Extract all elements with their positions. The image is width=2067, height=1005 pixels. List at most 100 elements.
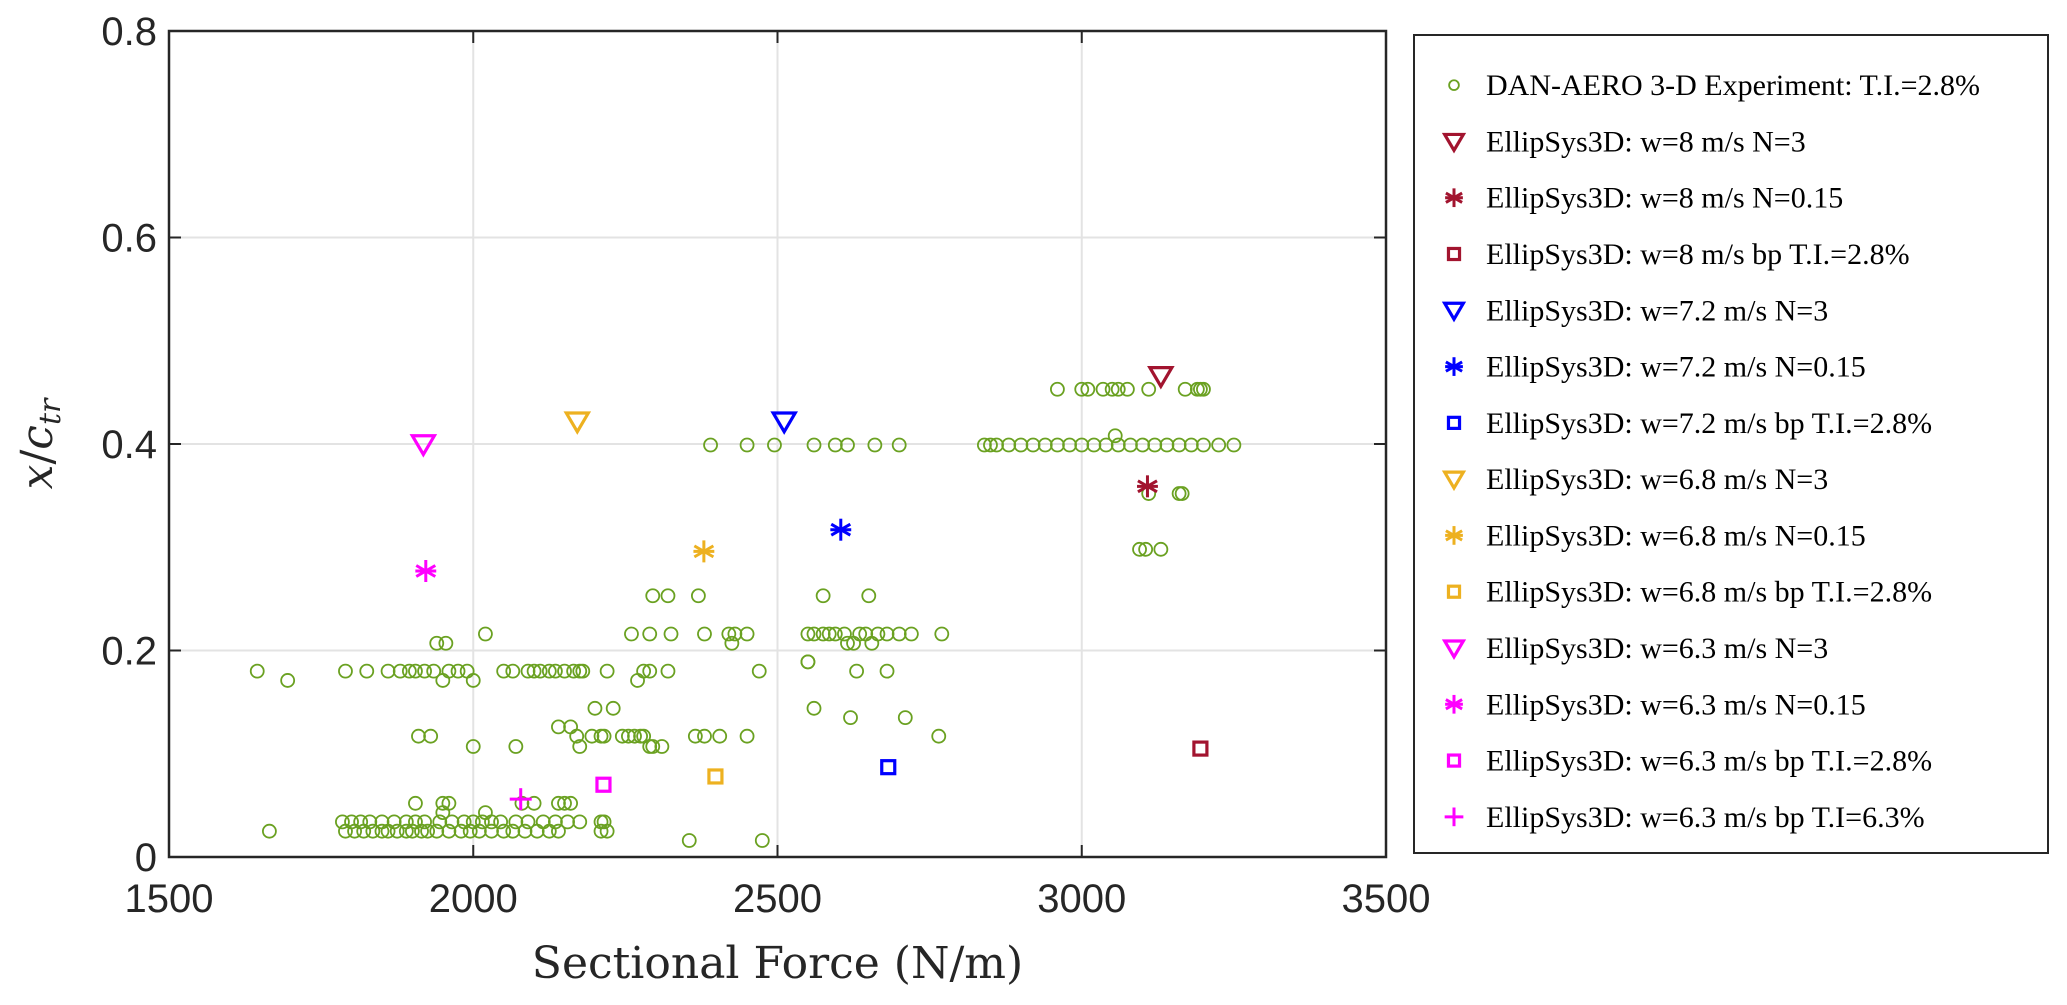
data-point-triangle-down xyxy=(770,411,798,435)
data-point-circle xyxy=(1095,381,1111,397)
series-13 xyxy=(509,788,532,811)
data-point-circle xyxy=(1153,541,1169,557)
data-point-circle xyxy=(599,663,615,679)
data-point-circle xyxy=(1074,381,1090,397)
data-point-circle xyxy=(800,626,816,642)
grid xyxy=(169,31,1386,857)
data-point-square xyxy=(707,768,724,785)
legend-marker-square xyxy=(1446,246,1462,262)
legend-item: EllipSys3D: w=6.3 m/s N=0.15 xyxy=(1445,688,1866,721)
data-point-circle xyxy=(687,728,703,744)
data-point-circle xyxy=(484,823,499,839)
legend-label: EllipSys3D: w=6.8 m/s N=0.15 xyxy=(1486,519,1866,552)
data-point-circle xyxy=(1119,381,1135,397)
data-point-circle xyxy=(983,437,998,453)
legend-marker-asterisk xyxy=(1445,188,1463,208)
data-point-circle xyxy=(389,823,405,839)
data-point-circle xyxy=(903,626,919,642)
data-point-circle xyxy=(1132,541,1147,557)
data-point-circle xyxy=(642,663,658,679)
data-point-circle xyxy=(478,626,493,642)
data-point-circle xyxy=(697,728,712,744)
data-point-circle xyxy=(435,673,451,688)
legend-marker-square xyxy=(1446,753,1462,768)
data-point-circle xyxy=(429,635,445,651)
data-point-plus xyxy=(509,788,532,811)
data-point-circle xyxy=(660,588,676,604)
x-tick-label: 2500 xyxy=(733,877,822,921)
legend-label: EllipSys3D: w=6.3 m/s bp T.I=6.3% xyxy=(1486,801,1925,834)
legend-label: EllipSys3D: w=8 m/s N=3 xyxy=(1486,125,1806,158)
data-point-circle xyxy=(262,823,277,839)
data-point-circle xyxy=(1171,486,1187,501)
data-point-circle xyxy=(572,739,588,754)
data-point-circle xyxy=(1196,381,1211,397)
legend-item: EllipSys3D: w=6.8 m/s bp T.I.=2.8% xyxy=(1446,576,1932,609)
data-point-circle xyxy=(526,795,542,811)
data-point-circle xyxy=(660,663,676,679)
data-point-circle xyxy=(849,663,865,679)
series-3 xyxy=(1192,740,1209,757)
data-point-circle xyxy=(843,710,858,726)
data-point-circle xyxy=(408,663,423,679)
legend-label: EllipSys3D: w=7.2 m/s bp T.I.=2.8% xyxy=(1486,407,1932,440)
data-point-circle xyxy=(624,626,639,642)
data-point-circle xyxy=(438,635,454,651)
series-12 xyxy=(595,776,612,793)
legend-item: EllipSys3D: w=7.2 m/s N=3 xyxy=(1441,294,1828,327)
legend-label: EllipSys3D: w=7.2 m/s N=0.15 xyxy=(1486,351,1866,384)
legend-item: EllipSys3D: w=8 m/s bp T.I.=2.8% xyxy=(1446,238,1910,271)
data-point-circle xyxy=(1062,437,1077,453)
data-point-asterisk xyxy=(1137,475,1158,498)
series-8 xyxy=(693,540,715,563)
data-point-circle xyxy=(575,663,591,679)
data-point-circle xyxy=(414,823,429,839)
data-point-circle xyxy=(1211,437,1227,453)
series-0 xyxy=(249,381,1242,848)
series-6 xyxy=(880,759,897,776)
data-point-circle xyxy=(356,823,372,839)
data-point-circle xyxy=(800,654,816,670)
x-tick-label: 3500 xyxy=(1342,877,1431,921)
data-point-circle xyxy=(398,823,414,839)
data-point-circle xyxy=(392,663,408,679)
data-point-circle xyxy=(1080,381,1096,397)
data-point-circle xyxy=(572,814,588,830)
data-point-circle xyxy=(630,673,645,688)
data-point-circle xyxy=(879,626,895,642)
data-point-circle xyxy=(837,626,852,642)
data-point-circle xyxy=(721,626,737,642)
series-11 xyxy=(415,559,437,582)
data-point-circle xyxy=(338,663,353,679)
legend-label: EllipSys3D: w=7.2 m/s N=3 xyxy=(1486,294,1828,327)
legend-marker-triangle-down xyxy=(1441,470,1467,492)
data-point-circle xyxy=(806,700,822,716)
legend-item: EllipSys3D: w=8 m/s N=3 xyxy=(1441,125,1806,158)
data-point-circle xyxy=(411,728,426,744)
data-point-circle xyxy=(547,663,563,679)
data-point-circle xyxy=(380,823,396,839)
y-tick-label: 0.8 xyxy=(101,10,157,54)
data-point-circle xyxy=(891,437,907,453)
data-point-circle xyxy=(867,437,883,453)
data-point-triangle-down xyxy=(563,411,592,435)
data-point-circle xyxy=(508,739,524,754)
data-point-circle xyxy=(541,823,557,839)
data-point-circle xyxy=(767,437,782,453)
data-point-circle xyxy=(827,626,843,642)
data-point-circle xyxy=(453,823,469,839)
data-point-circle xyxy=(380,663,396,679)
series-7 xyxy=(563,411,592,435)
data-point-circle xyxy=(1174,486,1190,501)
data-point-circle xyxy=(1177,381,1193,397)
data-point-circle xyxy=(365,823,381,839)
data-point-square xyxy=(595,776,612,793)
legend-box xyxy=(1413,34,2049,854)
data-point-circle xyxy=(596,728,612,744)
y-axis-title-subscript: tr xyxy=(33,397,68,425)
legend-marker-asterisk xyxy=(1445,526,1463,545)
data-point-circle xyxy=(417,663,432,679)
legend-label: EllipSys3D: w=6.8 m/s bp T.I.=2.8% xyxy=(1486,576,1932,609)
data-point-circle xyxy=(739,728,755,744)
y-tick-label: 0.6 xyxy=(101,217,157,261)
